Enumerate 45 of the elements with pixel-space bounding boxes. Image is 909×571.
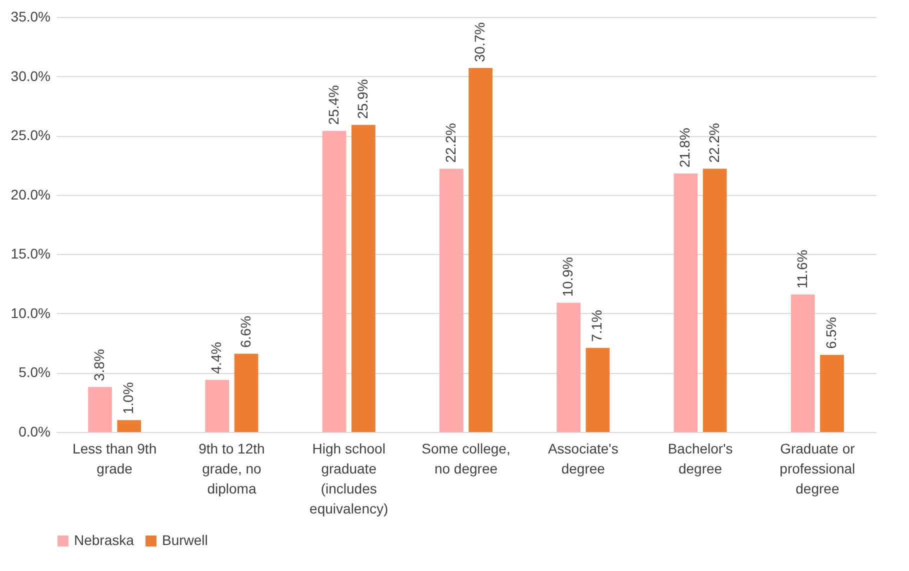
bar xyxy=(702,168,727,432)
bar xyxy=(88,386,112,432)
data-label: 10.9% xyxy=(560,257,576,297)
data-label: 25.9% xyxy=(354,79,370,119)
data-label: 22.2% xyxy=(442,123,458,163)
y-tick-label: 5.0% xyxy=(18,364,50,380)
x-tick-label: Some college, no degree xyxy=(422,440,510,476)
legend-label: Burwell xyxy=(162,532,208,548)
y-tick-label: 25.0% xyxy=(10,127,50,144)
bar xyxy=(674,174,698,432)
data-label: 6.6% xyxy=(237,316,254,348)
x-tick-label: Less than 9th grade xyxy=(72,440,157,476)
bar xyxy=(205,380,230,432)
bar xyxy=(322,130,346,432)
y-tick-label: 15.0% xyxy=(10,246,50,262)
data-label: 30.7% xyxy=(472,22,488,62)
bar xyxy=(556,302,581,432)
x-tick-label: Graduate or professional degree xyxy=(780,440,856,496)
bar xyxy=(790,294,815,432)
bar xyxy=(468,68,493,432)
y-tick-label: 0.0% xyxy=(18,424,50,440)
bar xyxy=(117,420,142,432)
y-tick-label: 35.0% xyxy=(10,8,50,24)
x-tick-label: Bachelor's degree xyxy=(668,440,733,476)
data-label: 11.6% xyxy=(794,250,810,288)
bar xyxy=(586,348,610,432)
data-label: 22.2% xyxy=(706,123,722,163)
x-tick-label: High school graduate (includes equivalency) xyxy=(310,440,388,516)
y-tick-label: 20.0% xyxy=(10,186,50,202)
x-tick-label: Associate's degree xyxy=(548,440,618,476)
y-tick-label: 30.0% xyxy=(10,68,50,84)
legend-label: Nebraska xyxy=(74,532,134,548)
y-tick-label: 10.0% xyxy=(10,304,50,321)
bar xyxy=(351,124,376,432)
bar xyxy=(820,354,844,432)
bar xyxy=(439,168,464,432)
data-label: 21.8% xyxy=(676,128,693,168)
data-label: 4.4% xyxy=(208,342,224,374)
data-label: 6.5% xyxy=(822,317,839,349)
x-tick-label: 9th to 12th grade, no diploma xyxy=(198,440,265,496)
data-label: 3.8% xyxy=(91,349,108,381)
data-label: 25.4% xyxy=(325,85,342,125)
bar xyxy=(234,354,258,432)
data-label: 7.1% xyxy=(588,310,605,342)
data-label: 1.0% xyxy=(120,382,136,414)
